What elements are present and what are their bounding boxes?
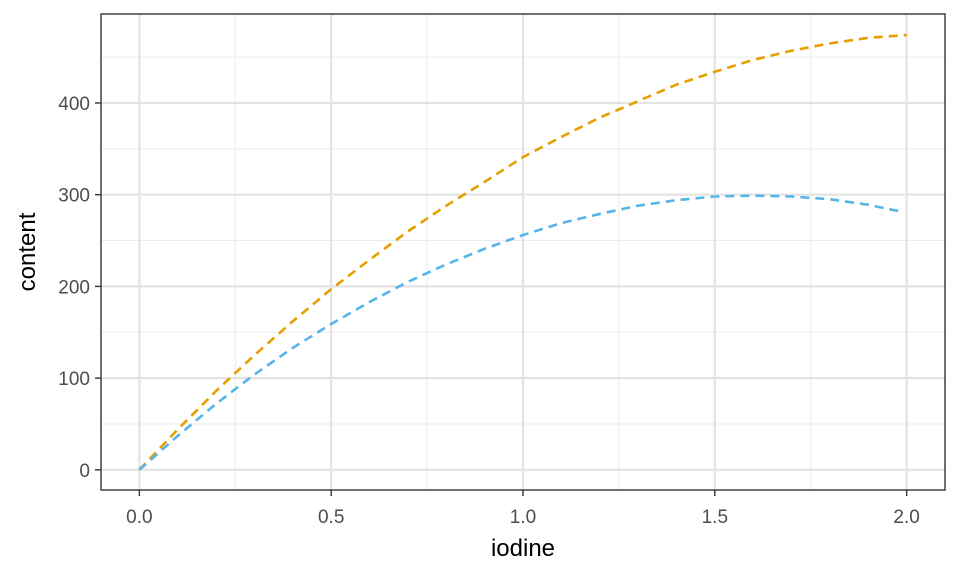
y-axis: 0 100 200 300 400: [58, 94, 101, 482]
y-tick-label: 200: [58, 277, 90, 298]
x-axis-title: iodine: [491, 535, 555, 562]
y-tick-label: 400: [58, 94, 90, 115]
x-tick-label: 1.5: [702, 507, 728, 528]
y-axis-title: content: [14, 212, 41, 291]
major-grid: [101, 14, 945, 490]
y-tick-label: 300: [58, 186, 90, 207]
x-tick-label: 2.0: [893, 507, 919, 528]
series-layer: [138, 33, 907, 471]
y-tick-label: 0: [79, 461, 90, 482]
x-tick-label: 0.5: [318, 507, 344, 528]
series-line-1: [138, 33, 907, 471]
y-tick-label: 100: [58, 369, 90, 390]
x-axis: 0.0 0.5 1.0 1.5 2.0: [126, 490, 920, 528]
series-line-2: [138, 194, 900, 471]
x-tick-label: 0.0: [126, 507, 152, 528]
x-tick-label: 1.0: [510, 507, 536, 528]
